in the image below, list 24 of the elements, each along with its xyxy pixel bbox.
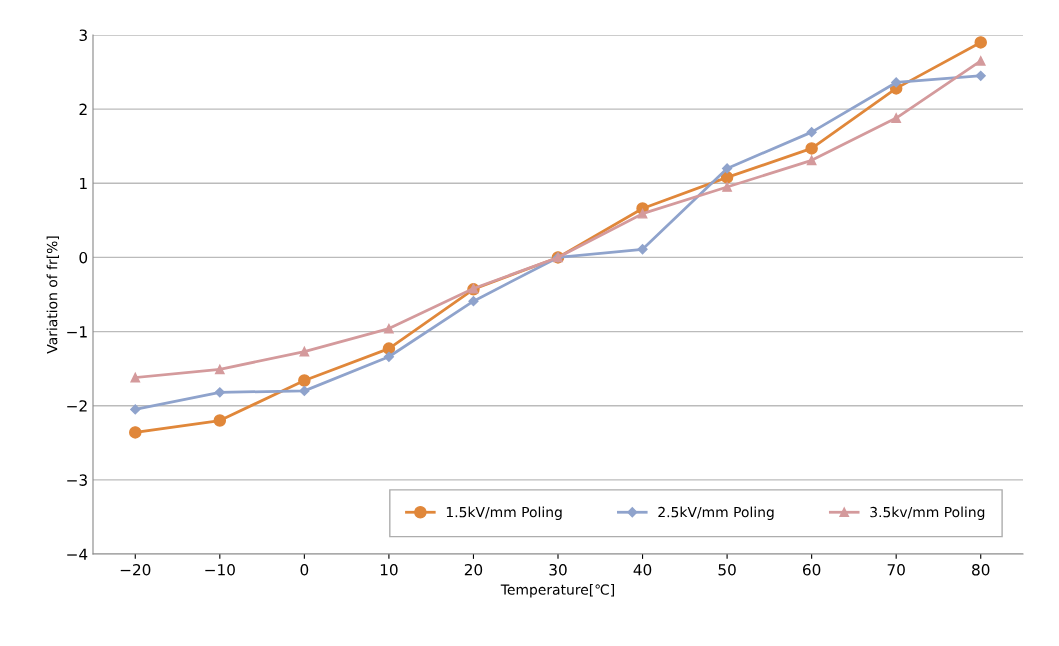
y-tick-label: −1 xyxy=(67,326,87,338)
x-tick-label: 70 xyxy=(887,563,905,576)
x-tick-label: 40 xyxy=(633,563,652,576)
y-axis-title: Variation of fr[%] xyxy=(46,236,59,354)
y-tick-label: −2 xyxy=(67,400,87,412)
x-tick-label: −10 xyxy=(205,563,235,576)
x-tick-label: 20 xyxy=(464,563,483,576)
y-tick-label: 2 xyxy=(79,103,87,115)
x-tick-label: 30 xyxy=(549,563,567,576)
y-tick-label: 1 xyxy=(80,177,87,190)
x-tick-label: 50 xyxy=(718,563,736,576)
y-tick-label: −3 xyxy=(67,474,87,486)
legend-label: 1.5kV/mm Poling xyxy=(446,506,562,521)
x-tick-label: −20 xyxy=(120,563,151,576)
legend-label: 3.5kv/mm Poling xyxy=(870,506,985,521)
legend-label: 2.5kV/mm Poling xyxy=(658,506,774,521)
x-axis-title: Temperature[℃] xyxy=(500,584,615,598)
x-tick-label: 10 xyxy=(380,563,398,576)
x-tick-label: 80 xyxy=(972,563,990,576)
y-tick-label: −4 xyxy=(67,548,88,560)
x-tick-label: 0 xyxy=(300,563,309,576)
y-tick-label: 0 xyxy=(79,251,88,264)
x-tick-label: 60 xyxy=(802,563,821,576)
y-tick-label: 3 xyxy=(79,29,87,42)
